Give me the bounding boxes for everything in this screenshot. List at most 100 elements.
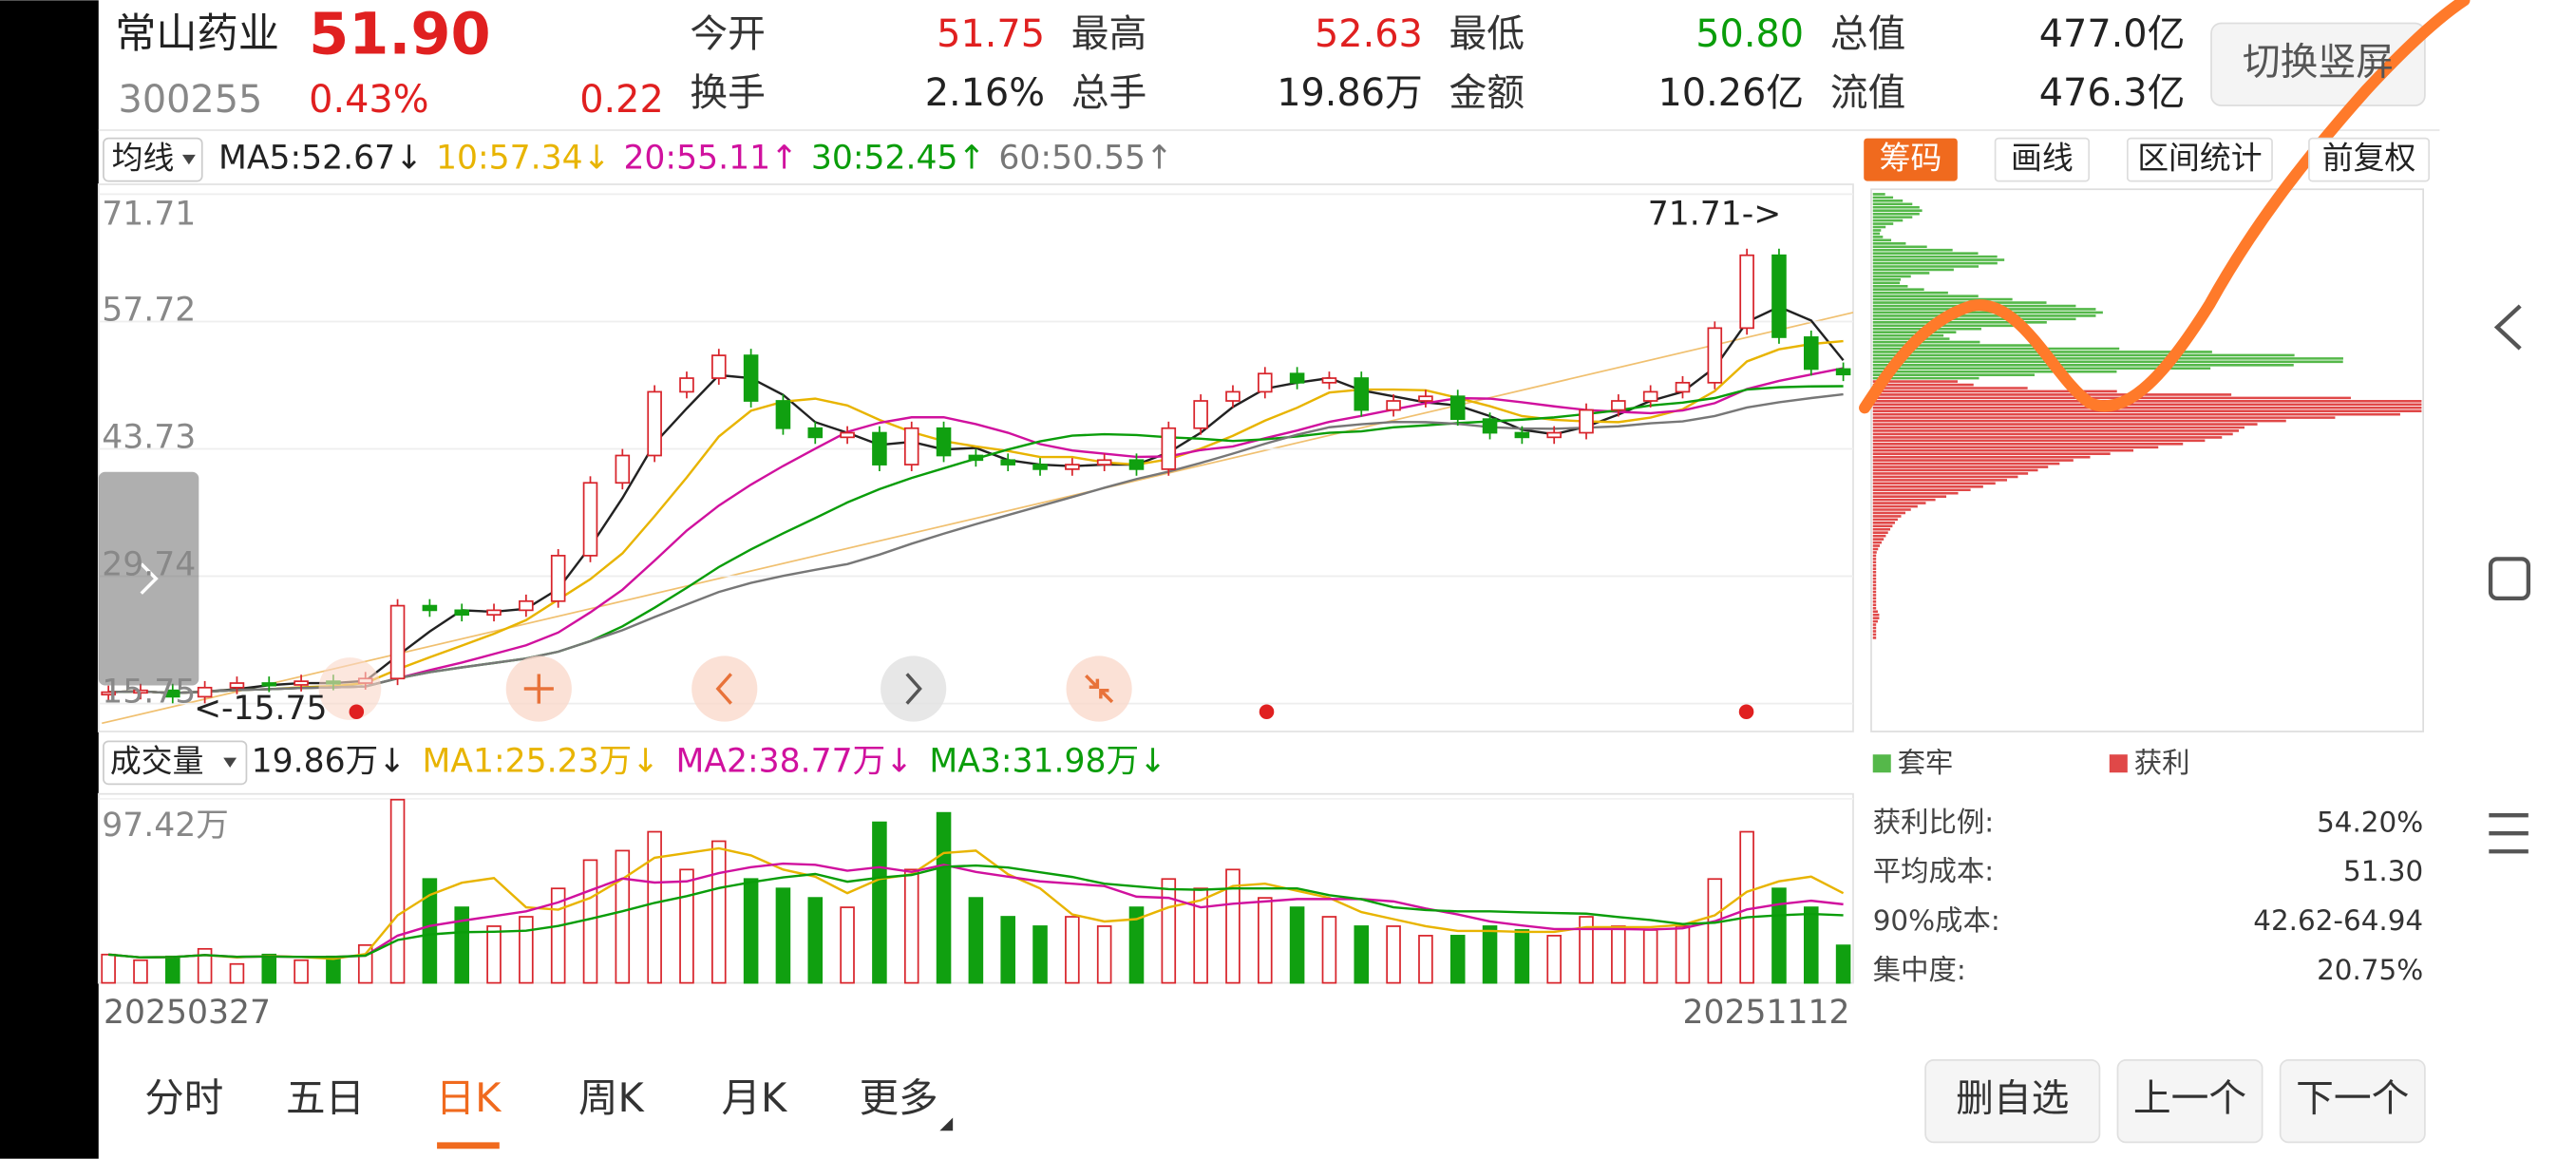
button-label[interactable]: 下一个 bbox=[2296, 1077, 2409, 1121]
candle bbox=[1000, 459, 1015, 466]
event-dot[interactable] bbox=[349, 704, 365, 720]
chip-stat-value: 51.30 bbox=[2343, 855, 2423, 887]
chip-distribution bbox=[1872, 193, 2422, 639]
home-icon[interactable] bbox=[2488, 557, 2531, 601]
volume-bar bbox=[1803, 906, 1819, 984]
volume-bar bbox=[1225, 868, 1241, 984]
tab[interactable]: 分时 bbox=[144, 1074, 223, 1121]
y-tick-label: 57.72 bbox=[102, 292, 196, 330]
candle bbox=[422, 604, 438, 612]
tool-label[interactable]: 画线 bbox=[2011, 140, 2074, 177]
volume-bar bbox=[1065, 916, 1080, 984]
volume-bar bbox=[1449, 935, 1466, 984]
candle bbox=[486, 609, 502, 617]
last-price: 51.90 bbox=[309, 2, 490, 68]
scroll-left[interactable] bbox=[691, 656, 758, 722]
chip-stat-label: 获利比例: bbox=[1873, 806, 1994, 838]
button[interactable] bbox=[2116, 1059, 2263, 1144]
event-dot[interactable] bbox=[1738, 704, 1754, 720]
tool-label[interactable]: 筹码 bbox=[1880, 140, 1942, 177]
volume-bar bbox=[197, 947, 213, 984]
back-icon[interactable] bbox=[2493, 304, 2522, 351]
plus-icon bbox=[523, 674, 554, 704]
dropdown-icon bbox=[181, 154, 196, 165]
menu-icon[interactable] bbox=[2489, 813, 2529, 854]
legend-swatch bbox=[1872, 754, 1891, 773]
ma-selector-label[interactable]: 均线 bbox=[112, 140, 175, 177]
tool-label[interactable]: 区间统计 bbox=[2137, 140, 2262, 177]
toggle-button-label[interactable]: 切换竖屏 bbox=[2243, 40, 2394, 84]
ma-selector[interactable] bbox=[103, 137, 203, 182]
candle bbox=[101, 691, 116, 696]
volume-bar bbox=[1707, 878, 1723, 984]
volume-bar bbox=[1642, 929, 1658, 984]
volume-bar bbox=[1354, 925, 1370, 984]
volume-bar bbox=[519, 916, 534, 984]
ma-value: 20:55.11↑ bbox=[623, 140, 798, 178]
candle bbox=[582, 482, 598, 557]
stock-name: 常山药业 bbox=[115, 10, 279, 58]
annotation-stroke bbox=[1859, 0, 2471, 414]
scroll-right[interactable] bbox=[881, 656, 947, 722]
tool-label[interactable]: 前复权 bbox=[2322, 140, 2416, 177]
volume-bar bbox=[1771, 887, 1787, 984]
button-label[interactable]: 删自选 bbox=[1956, 1077, 2069, 1121]
volume-ma-line bbox=[108, 864, 1844, 959]
volume-bar bbox=[101, 953, 116, 984]
volume-ma-value: 19.86万↓ bbox=[252, 742, 407, 780]
volume-bar bbox=[582, 859, 598, 984]
volume-bar bbox=[1161, 878, 1177, 984]
volume-bar bbox=[903, 868, 919, 984]
tab[interactable]: 周K bbox=[578, 1074, 646, 1121]
ma-value: 30:52.45↑ bbox=[811, 140, 986, 178]
volume-bar bbox=[165, 955, 180, 984]
side-tab[interactable] bbox=[98, 471, 199, 686]
volume-bar bbox=[261, 953, 277, 984]
tool-button[interactable] bbox=[1994, 137, 2091, 182]
zoom-out[interactable] bbox=[1066, 656, 1132, 722]
button-label[interactable]: 上一个 bbox=[2133, 1077, 2246, 1121]
volume-bar bbox=[326, 955, 341, 984]
candle bbox=[1579, 408, 1594, 434]
volume-selector[interactable] bbox=[103, 740, 248, 786]
candle bbox=[1225, 390, 1241, 402]
tab[interactable]: 更多 bbox=[860, 1074, 938, 1121]
tool-button[interactable] bbox=[1864, 138, 1958, 181]
button[interactable] bbox=[2279, 1059, 2426, 1144]
candle bbox=[1289, 372, 1305, 384]
volume-bar bbox=[1514, 929, 1530, 984]
volume-bar bbox=[1096, 925, 1112, 984]
tool-circle[interactable] bbox=[318, 657, 382, 720]
stat-value: 10.26亿 bbox=[1657, 71, 1804, 115]
candle bbox=[133, 689, 148, 694]
stat-label: 今开 bbox=[690, 12, 766, 56]
chip-stat-value: 20.75% bbox=[2317, 954, 2423, 986]
candle bbox=[389, 604, 406, 680]
shrink-icon bbox=[1085, 674, 1114, 704]
volume-ma-value: MA1:25.23万↓ bbox=[422, 742, 659, 780]
candle bbox=[1418, 395, 1433, 402]
volume-bar bbox=[1000, 916, 1015, 984]
candle bbox=[1739, 254, 1754, 330]
tool-button[interactable] bbox=[2126, 137, 2273, 182]
event-dot[interactable] bbox=[1259, 704, 1275, 720]
change: 0.22 bbox=[579, 78, 664, 122]
volume-bar bbox=[422, 878, 438, 984]
candle bbox=[1611, 400, 1626, 411]
volume-bar bbox=[1579, 916, 1594, 984]
tab[interactable]: 月K bbox=[722, 1074, 789, 1121]
volume-bar bbox=[1835, 944, 1851, 984]
button[interactable] bbox=[1924, 1059, 2101, 1144]
tab[interactable]: 五日 bbox=[286, 1074, 365, 1121]
stat-value: 52.63 bbox=[1315, 12, 1423, 56]
candle bbox=[1482, 418, 1498, 434]
volume-selector-label[interactable]: 成交量 bbox=[110, 742, 204, 779]
volume-bar bbox=[840, 906, 855, 984]
tool-button[interactable] bbox=[2308, 137, 2431, 182]
y-tick-label: 43.73 bbox=[102, 419, 196, 457]
volume-bar bbox=[357, 943, 373, 984]
tab[interactable]: 日K bbox=[436, 1074, 503, 1121]
y-tick-label: 71.71 bbox=[102, 195, 196, 233]
volume-bar bbox=[1418, 935, 1433, 984]
